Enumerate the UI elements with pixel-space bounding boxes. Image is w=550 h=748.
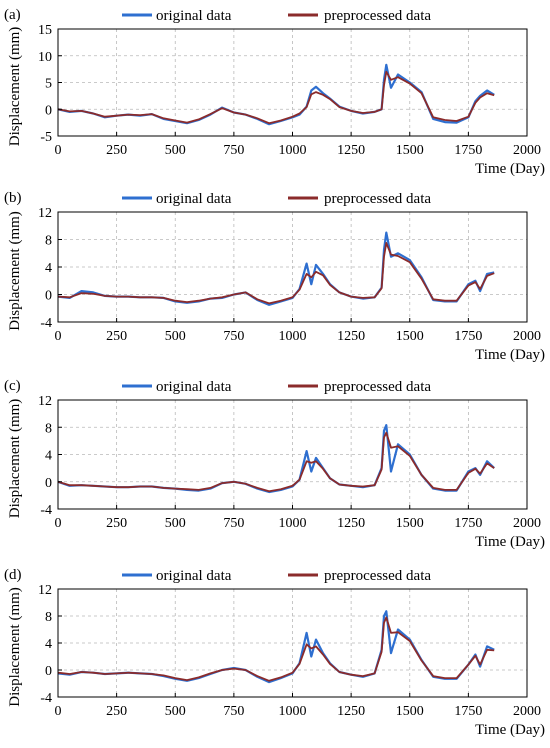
x-tick-label: 1250: [337, 516, 365, 531]
x-tick-label: 500: [165, 329, 186, 344]
x-tick-label: 1250: [337, 329, 365, 344]
x-axis-title: Time (Day): [475, 534, 545, 550]
x-tick-label: 2000: [513, 704, 541, 719]
x-tick-label: 500: [165, 143, 186, 158]
y-tick-label: 15: [38, 23, 52, 38]
series-line-original: [57, 231, 495, 306]
x-tick-label: 1250: [337, 704, 365, 719]
y-tick-label: 0: [45, 103, 52, 118]
y-tick-label: 0: [45, 476, 52, 491]
x-tick-label: 500: [165, 516, 186, 531]
y-axis-title: Displacement (mm): [7, 27, 23, 147]
panel-label: (d): [4, 567, 22, 583]
x-tick-label: 1750: [454, 704, 482, 719]
x-tick-label: 1750: [454, 516, 482, 531]
chart-panel-a: 0 250 500 750 1000 1250 1500 1750 2000-5051015(a…: [4, 7, 545, 177]
x-tick-label: 1000: [279, 516, 307, 531]
x-tick-label: 1500: [396, 516, 424, 531]
x-tick-label: 250: [106, 704, 127, 719]
legend-label-preprocessed: preprocessed data: [324, 568, 431, 584]
y-axis-title: Displacement (mm): [7, 211, 23, 331]
series-line-preprocessed: [57, 70, 495, 125]
y-tick-label: 8: [45, 421, 52, 436]
x-tick-label: 1500: [396, 143, 424, 158]
legend-label-preprocessed: preprocessed data: [324, 8, 431, 24]
y-tick-label: 0: [45, 289, 52, 304]
x-tick-label: 250: [106, 143, 127, 158]
x-tick-label: 1750: [454, 143, 482, 158]
x-tick-label: 750: [223, 143, 244, 158]
chart-panel-c: 0 250 500 750 1000 1250 1500 1750 2000-404812(c)…: [4, 378, 545, 550]
x-tick-label: 1500: [396, 704, 424, 719]
x-tick-label: 2000: [513, 329, 541, 344]
y-tick-label: -4: [40, 503, 52, 518]
y-tick-label: 12: [38, 206, 52, 221]
x-tick-label: 1000: [279, 329, 307, 344]
series-line-preprocessed: [57, 241, 495, 305]
y-tick-label: 8: [45, 610, 52, 625]
y-axis-title: Displacement (mm): [7, 587, 23, 707]
x-tick-label: 1250: [337, 143, 365, 158]
legend-label-preprocessed: preprocessed data: [324, 191, 431, 207]
x-tick-label: 1000: [279, 704, 307, 719]
y-tick-label: -4: [40, 316, 52, 331]
x-tick-label: 2000: [513, 516, 541, 531]
y-tick-label: 8: [45, 234, 52, 249]
y-tick-label: 5: [45, 77, 52, 92]
y-tick-label: 4: [45, 637, 52, 652]
x-tick-label: 250: [106, 329, 127, 344]
panel-label: (a): [4, 7, 21, 23]
x-tick-label: 2000: [513, 143, 541, 158]
panel-label: (c): [4, 378, 21, 394]
y-tick-label: 12: [38, 394, 52, 409]
legend-label-original: original data: [156, 568, 232, 584]
legend-label-original: original data: [156, 191, 232, 207]
x-tick-label: 0: [55, 329, 62, 344]
series-line-preprocessed: [57, 616, 495, 682]
x-tick-label: 1500: [396, 329, 424, 344]
x-tick-label: 750: [223, 329, 244, 344]
x-axis-title: Time (Day): [475, 161, 545, 177]
x-axis-title: Time (Day): [475, 722, 545, 738]
x-tick-label: 750: [223, 704, 244, 719]
legend-label-original: original data: [156, 8, 232, 24]
y-tick-label: 0: [45, 664, 52, 679]
y-tick-label: 4: [45, 261, 52, 276]
y-tick-label: -5: [40, 130, 52, 145]
x-tick-label: 0: [55, 143, 62, 158]
chart-panel-d: 0 250 500 750 1000 1250 1500 1750 2000-404812(d)…: [4, 567, 545, 738]
y-tick-label: 12: [38, 583, 52, 598]
y-tick-label: -4: [40, 691, 52, 706]
y-tick-label: 10: [38, 50, 52, 65]
series-line-preprocessed: [57, 431, 495, 493]
x-tick-label: 0: [55, 704, 62, 719]
x-tick-label: 750: [223, 516, 244, 531]
x-tick-label: 250: [106, 516, 127, 531]
y-axis-title: Displacement (mm): [7, 399, 23, 519]
x-tick-label: 0: [55, 516, 62, 531]
x-tick-label: 1750: [454, 329, 482, 344]
x-axis-title: Time (Day): [475, 347, 545, 363]
chart-panel-b: 0 250 500 750 1000 1250 1500 1750 2000-404812(b)…: [4, 190, 545, 363]
panel-label: (b): [4, 190, 22, 206]
legend-label-original: original data: [156, 379, 232, 395]
legend-label-preprocessed: preprocessed data: [324, 379, 431, 395]
y-tick-label: 4: [45, 449, 52, 464]
x-tick-label: 1000: [279, 143, 307, 158]
x-tick-label: 500: [165, 704, 186, 719]
